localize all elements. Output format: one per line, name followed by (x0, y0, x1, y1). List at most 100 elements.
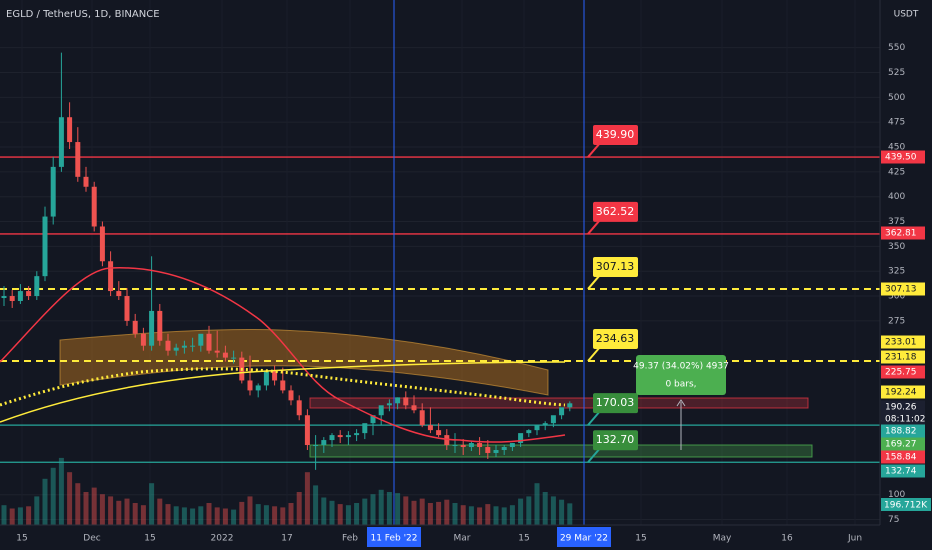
candle-body (550, 415, 556, 424)
volume-bar (26, 506, 32, 525)
x-tick-label: May (713, 534, 732, 544)
price-badge (881, 400, 925, 414)
candle-body (378, 405, 384, 416)
candle-body (460, 445, 466, 448)
candle-body (354, 433, 360, 436)
measure-tool: 49.37 (34.02%) 4937 0 bars, (633, 355, 729, 450)
y-tick-label: 275 (888, 316, 905, 326)
callout-pointer (587, 447, 601, 463)
price-badge-label: 231.18 (885, 353, 917, 363)
volume (1, 457, 573, 525)
volume-bar (239, 501, 245, 525)
volume-bar (231, 509, 237, 525)
candles (1, 52, 573, 470)
callout-box (593, 430, 638, 451)
candle-body (395, 397, 401, 404)
volume-bar (99, 494, 105, 525)
callout-box (593, 256, 638, 277)
volume-bar (116, 500, 122, 525)
candle-body (26, 291, 32, 297)
volume-bar (403, 496, 409, 525)
x-tick-label: Feb (342, 534, 358, 544)
volume-bar (108, 496, 114, 525)
volume-bar (354, 503, 360, 525)
candle-body (108, 261, 114, 292)
candle-body (9, 296, 15, 301)
y-tick-label: 450 (888, 143, 905, 153)
measure-bars: 0 bars, (665, 380, 696, 390)
ma-yellow (0, 361, 566, 423)
callout-label: 307.13 (596, 260, 635, 273)
callout-pointer (587, 274, 601, 290)
price-badge (881, 350, 925, 364)
volume-bar (190, 508, 196, 525)
volume-bar (427, 503, 433, 525)
ma-red (0, 267, 566, 443)
volume-bar (149, 483, 155, 525)
volume-bar (362, 498, 368, 525)
candle-body (17, 291, 23, 301)
callout-box (593, 125, 638, 146)
candle-body (67, 117, 73, 143)
x-tick-label: 2022 (211, 534, 234, 544)
candle-body (34, 276, 40, 297)
candle-body (157, 310, 163, 341)
candle-body (485, 447, 491, 453)
y-tick-label: 375 (888, 217, 905, 227)
x-tick-label: Dec (83, 534, 100, 544)
candle-body (444, 435, 450, 446)
time-highlight (367, 527, 421, 547)
grid (0, 47, 880, 521)
candle-body (280, 380, 286, 391)
volume-bar (124, 498, 130, 525)
volume-bar (263, 505, 269, 525)
callout-pointer (587, 346, 601, 362)
volume-bar (198, 506, 204, 525)
volume-bar (34, 496, 40, 525)
price-badge-label: 192.24 (885, 388, 917, 398)
volume-bar (157, 498, 163, 525)
candle-body (140, 333, 146, 346)
candle-body (493, 450, 499, 453)
y-tick-label: 475 (888, 118, 905, 128)
callout-pointer (587, 410, 601, 426)
candle-body (165, 340, 171, 351)
candle-body (173, 347, 179, 351)
resistance-box (309, 397, 809, 409)
volume-bar (288, 503, 294, 525)
candle-body (501, 447, 507, 450)
y-tick-label: 550 (888, 43, 905, 53)
callout-pointer (587, 219, 601, 235)
volume-bar (222, 508, 228, 525)
callout-box (593, 201, 638, 222)
volume-bar (75, 483, 81, 525)
x-tick-label: 15 (518, 534, 529, 544)
volume-bar (50, 467, 56, 525)
candle-body (132, 320, 138, 334)
price-badge-label: 225.75 (885, 368, 917, 378)
callout-label: 170.03 (596, 396, 635, 409)
candle-body (206, 333, 212, 351)
candle-body (403, 397, 409, 406)
y-tick-label: 425 (888, 167, 905, 177)
candle-body (50, 166, 56, 217)
volume-bar (83, 492, 89, 525)
candle-body (190, 345, 196, 347)
volume-bar (485, 504, 491, 525)
volume-badge (881, 498, 931, 511)
price-badge-label: 188.82 (885, 427, 917, 437)
callout-pointer (587, 142, 601, 158)
x-tick-label: Jun (847, 534, 862, 544)
volume-bar (468, 506, 474, 525)
y-tick-label: 300 (888, 292, 905, 302)
candle-body (231, 357, 237, 359)
candle-body (83, 176, 89, 187)
volume-bar (1, 505, 7, 525)
price-badge-label: 307.13 (885, 285, 917, 295)
candle-body (386, 403, 392, 406)
price-badge-label: 233.01 (885, 338, 917, 348)
y-tick-label: 325 (888, 267, 905, 277)
candle-body (452, 445, 458, 447)
